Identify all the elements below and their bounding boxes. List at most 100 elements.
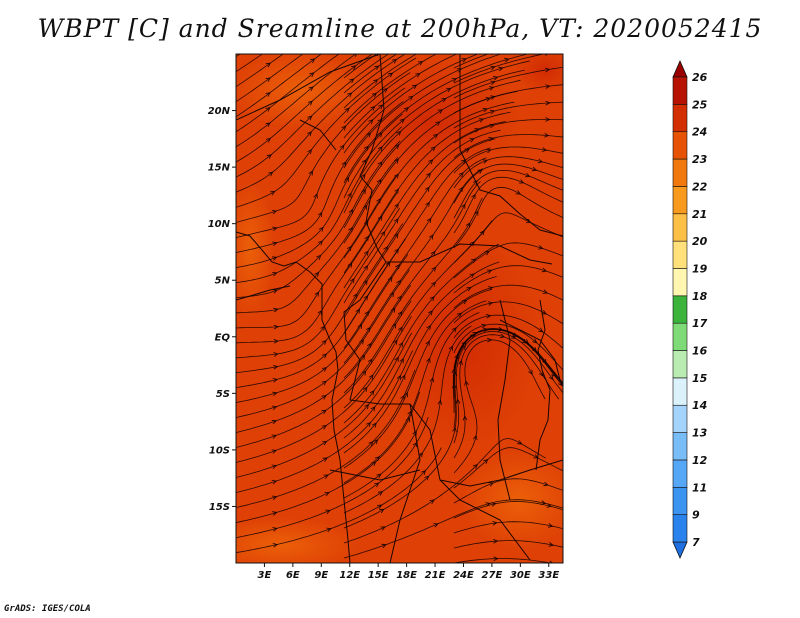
streamline [236,350,414,493]
streamline-arrow [425,186,430,192]
streamline-arrow [469,138,475,143]
streamline-arrow [461,58,467,63]
streamline-arrow [376,198,381,204]
streamline-arrow [472,463,478,469]
colorbar-label: 9 [692,509,700,522]
streamline-arrow [528,369,533,375]
streamline-arrow [538,245,544,250]
streamline-arrow [474,210,479,216]
colorbar-label: 12 [692,454,708,467]
colorbar-label: 16 [692,345,708,358]
streamline-arrow [499,333,506,339]
colorbar-label: 18 [692,290,708,303]
streamline [343,325,472,514]
streamline-arrow [492,521,498,526]
streamline-arrow [488,482,494,487]
streamline [453,156,563,189]
streamline-arrow [344,107,350,113]
streamline [453,540,563,549]
streamline-arrow [377,161,383,167]
streamline [236,254,409,403]
streamline-arrow [308,170,313,176]
streamline-arrow [510,334,517,339]
streamline-arrow [321,380,327,386]
streamlines [236,54,563,563]
lon-label: 12E [339,570,360,581]
streamline [343,312,480,499]
streamline-arrow [349,78,355,84]
streamline-arrow [521,338,527,344]
streamline-arrow [394,188,399,194]
streamline-arrow [532,338,538,344]
streamline [236,54,284,88]
colorbar-label: 19 [692,262,708,275]
streamline [236,284,412,433]
streamline [343,60,530,199]
streamline-arrow [361,370,367,376]
streamline-arrow [408,95,414,101]
streamline-arrow [425,340,430,346]
streamline [453,339,546,474]
streamline-arrow [477,169,483,174]
streamline-arrow [430,146,436,152]
colorbar-swatch [672,240,688,269]
streamline-arrow [265,92,271,97]
streamline [236,447,442,554]
streamline-arrow [399,357,404,364]
streamline-arrow [470,258,477,264]
streamline [343,181,481,379]
streamline-arrow [458,172,464,178]
grads-credit: GrADS: IGES/COLA [4,604,91,614]
streamline-arrow [389,291,395,298]
streamline [236,87,406,238]
streamline-arrow [357,323,363,329]
colorbar-swatch [672,76,688,105]
streamline [453,169,563,219]
streamline-arrow [354,54,358,57]
colorbar-swatch [672,486,688,515]
streamline-arrow [314,291,320,297]
lat-label: 10N [208,219,231,230]
streamline [343,157,487,349]
streamline-arrow [541,147,548,152]
map-frame [235,53,564,564]
streamline-arrow [437,399,443,405]
colorbar-swatch [672,432,688,461]
streamline [343,220,493,409]
streamline [343,121,506,289]
streamline-arrow [426,217,432,223]
streamline [236,300,412,448]
colorbar-swatch [672,514,688,543]
streamline [343,54,398,94]
streamline-arrow [483,458,489,464]
streamline-arrow [548,542,555,547]
streamline-arrow [371,461,377,467]
streamline-arrow [425,201,430,207]
streamline-arrow [489,109,496,115]
streamline-arrow [272,511,278,516]
streamline [453,501,563,519]
streamline-arrow [344,176,349,183]
streamline-arrow [364,235,369,241]
streamline-arrow [265,137,272,143]
streamline-arrow [270,190,276,196]
streamline-arrow [321,339,327,345]
colorbar-label: 13 [692,427,708,440]
streamline-arrow [428,234,434,240]
lon-label: 3E [258,570,272,581]
streamline-arrow [272,378,278,383]
colorbar-label: 25 [692,98,708,111]
streamline-arrow [313,193,318,199]
colorbar-max-arrow [672,60,688,78]
chart-title: WBPT [C] and Sreamline at 200hPa, VT: 20… [37,14,763,43]
streamline-arrow [412,84,418,90]
streamline [343,276,497,454]
streamline-arrow [307,100,313,106]
lat-label: 5S [216,389,230,400]
streamline-arrow [307,131,312,137]
streamline-arrow [542,289,549,294]
streamline-arrow [377,504,383,510]
streamline [343,69,525,214]
streamline-arrow [415,73,421,78]
streamline-arrow [316,254,322,260]
